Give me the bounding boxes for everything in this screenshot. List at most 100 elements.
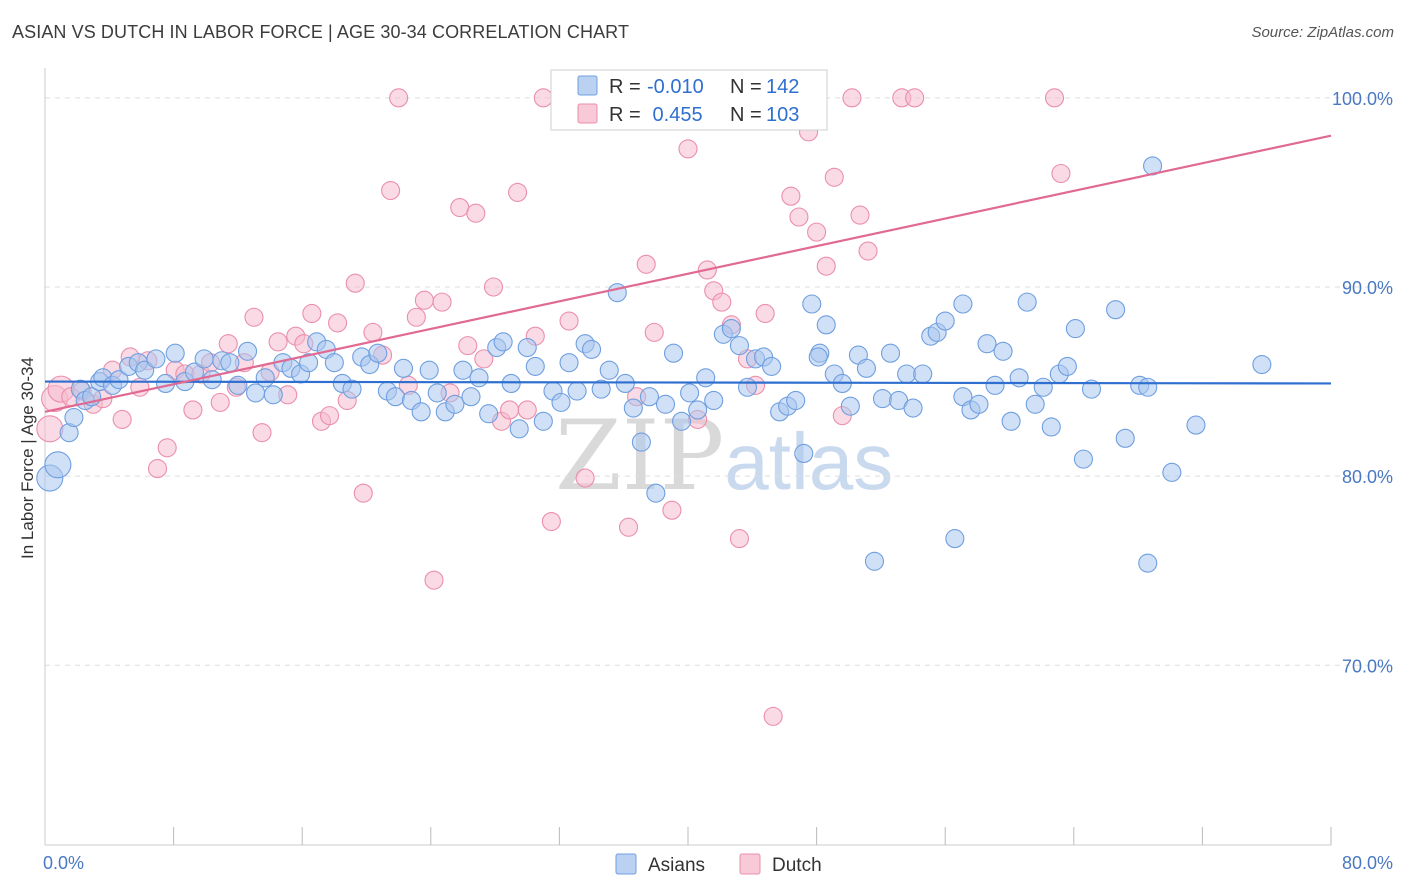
dutch-point — [450, 197, 470, 218]
asians-point — [393, 358, 414, 378]
asians-point — [1057, 356, 1077, 376]
dutch-point — [559, 311, 579, 331]
asians-point — [263, 385, 283, 405]
asians-point — [786, 390, 806, 411]
asians-point — [1138, 553, 1158, 573]
asians-point — [385, 387, 405, 407]
asians-point — [663, 343, 684, 363]
dutch-point — [842, 88, 862, 108]
asians-point — [551, 392, 571, 412]
asians-point — [639, 387, 659, 407]
asians-point — [135, 360, 155, 380]
dutch-point — [389, 88, 409, 108]
asians-point — [856, 358, 876, 378]
asians-point — [1041, 417, 1061, 437]
dutch-point — [414, 290, 434, 310]
dutch-point — [252, 423, 272, 443]
asians-point — [228, 375, 248, 395]
dutch-point — [781, 186, 801, 206]
x-tick-label: 0.0% — [43, 853, 84, 873]
dutch-point — [533, 88, 553, 108]
asians-point — [453, 360, 473, 380]
asians-point — [324, 353, 344, 373]
asians-point — [411, 402, 431, 422]
asians-point — [688, 400, 708, 420]
asians-point — [945, 529, 965, 549]
asians-point — [445, 394, 465, 414]
dutch-point — [1044, 88, 1065, 108]
asians-point — [794, 443, 814, 463]
asians-point — [1252, 354, 1272, 375]
asians-point — [607, 283, 627, 303]
asians-point — [559, 353, 579, 373]
asians-point — [762, 356, 782, 376]
dutch-point — [424, 570, 444, 590]
asians-point — [680, 383, 700, 403]
asians-point — [729, 336, 749, 356]
asians-point — [953, 294, 973, 314]
dutch-point — [763, 706, 783, 726]
legend-bottom-asians-swatch — [615, 853, 637, 875]
dutch-point — [268, 332, 288, 352]
asians-point — [581, 339, 602, 359]
dutch-point — [406, 307, 426, 327]
asians-point — [479, 404, 499, 424]
asians-point — [517, 337, 537, 358]
legend-top: R = -0.010 N = 142 R = 0.455 N = 103 — [550, 69, 828, 131]
asians-point — [1186, 415, 1206, 435]
asians-point — [872, 389, 893, 409]
dutch-point — [112, 409, 132, 429]
dutch-point — [183, 400, 203, 420]
asians-point — [897, 364, 917, 384]
dutch-point — [541, 511, 561, 532]
asians-point — [156, 373, 176, 394]
asians-point — [299, 353, 319, 373]
asians-point — [194, 349, 214, 369]
legend-top-asians-r-value: -0.010 — [647, 76, 704, 98]
dutch-point — [636, 254, 656, 274]
legend-bottom-dutch-label: Dutch — [772, 855, 822, 876]
chart-source: Source: ZipAtlas.com — [1251, 24, 1394, 41]
asians-point — [737, 377, 758, 397]
dutch-point — [1051, 163, 1071, 184]
asians-point — [802, 294, 822, 314]
asians-point — [631, 432, 651, 452]
asians-point — [1065, 319, 1085, 339]
asians-point — [567, 381, 587, 401]
dutch-point — [147, 459, 168, 479]
asians-point — [220, 353, 240, 373]
dutch-point — [517, 400, 537, 420]
asians-point — [696, 368, 716, 388]
dutch-point — [157, 438, 177, 458]
dutch-point — [712, 292, 732, 312]
dutch-point — [483, 277, 504, 297]
asians-point — [903, 398, 923, 418]
asians-points — [36, 156, 1272, 573]
dutch-point — [858, 241, 878, 261]
asians-point — [368, 343, 388, 363]
y-tick-label: 100.0% — [1332, 89, 1393, 109]
dutch-point — [905, 88, 925, 108]
dutch-point — [319, 406, 340, 426]
chart-title: ASIAN VS DUTCH IN LABOR FORCE | AGE 30-3… — [12, 22, 630, 42]
legend-top-asians-swatch — [577, 75, 598, 96]
asians-point — [525, 356, 545, 376]
asians-point — [533, 411, 553, 431]
legend-bottom-dutch-swatch — [739, 853, 761, 875]
legend-top-dutch-swatch — [577, 103, 598, 124]
asians-point — [461, 387, 481, 407]
legend-top-dutch-r-value: 0.455 — [647, 104, 703, 126]
axes — [44, 68, 1332, 846]
dutch-point — [575, 468, 595, 488]
asians-point — [146, 349, 166, 369]
asians-point — [993, 341, 1013, 361]
dutch-point — [789, 207, 809, 227]
dutch-point — [662, 500, 682, 520]
asians-point — [808, 347, 828, 367]
asians-point — [935, 311, 955, 331]
x-tick-labels: 0.0% 80.0% — [43, 853, 1393, 873]
dutch-point — [36, 415, 64, 443]
asians-point — [985, 375, 1005, 395]
asians-point — [1025, 394, 1045, 414]
asians-point — [237, 341, 258, 361]
